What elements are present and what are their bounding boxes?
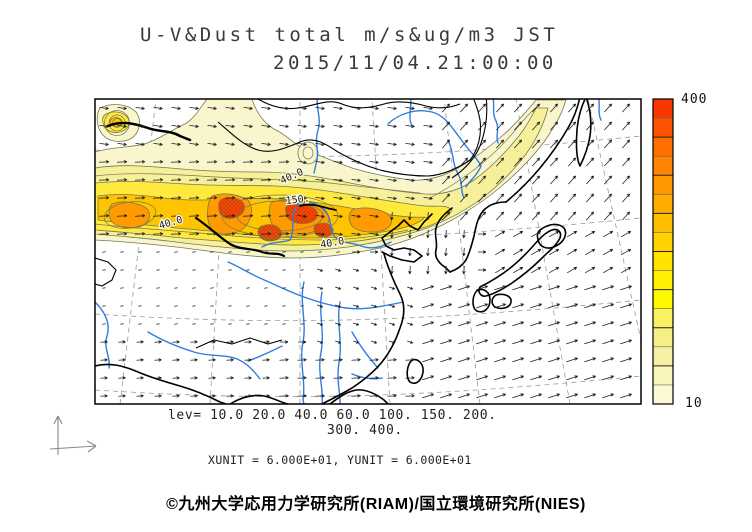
- river: [598, 99, 602, 121]
- river: [409, 99, 413, 127]
- colorbar-max-label: 400: [681, 92, 708, 107]
- coast-china-east: [321, 253, 405, 404]
- river-indus: [95, 301, 111, 369]
- colorbar-segment: [653, 156, 673, 176]
- colorbar-segment: [653, 175, 673, 195]
- river-yellow: [261, 200, 392, 249]
- credit-line: ©九州大学応用力学研究所(RIAM)/国立環境研究所(NIES): [166, 496, 586, 513]
- coast-indochina: [329, 389, 389, 404]
- river: [492, 99, 499, 144]
- colorbar-segment: [653, 251, 673, 272]
- colorbar-segment: [653, 270, 673, 291]
- coast-primorye: [505, 99, 581, 203]
- dust-level-200-core: [285, 203, 318, 224]
- coast-korea-east: [449, 201, 507, 273]
- river-pearl: [351, 373, 383, 380]
- dust-level-100: [348, 207, 392, 233]
- river: [351, 331, 379, 369]
- coast-taiwan: [406, 358, 424, 385]
- coast-hokkaido: [536, 223, 567, 249]
- river: [247, 345, 283, 362]
- coast-shikoku: [491, 293, 512, 310]
- coast-india: [95, 363, 227, 404]
- mountain-lines: [106, 121, 337, 258]
- colorbar-outline: [652, 98, 674, 405]
- river-yangtze: [227, 261, 404, 310]
- dust-small-ring: [297, 141, 319, 165]
- coastlines: [95, 99, 592, 404]
- colorbar-segment: [653, 327, 673, 348]
- colorbar-segment: [653, 194, 673, 214]
- colorbar-segment: [653, 232, 673, 252]
- coast-korea-west: [434, 207, 453, 273]
- map-frame: [94, 98, 642, 405]
- dust-level-100: [108, 201, 150, 229]
- river: [319, 291, 324, 404]
- river-ganges: [147, 331, 261, 380]
- coast-bohai: [381, 213, 433, 263]
- coast-sakhalin: [575, 99, 592, 167]
- wind-vector-layer: [98, 103, 632, 399]
- x-axis-arrow: [49, 440, 97, 453]
- colorbar-min-label: 10: [685, 396, 703, 411]
- river-amur: [387, 110, 482, 188]
- colorbar-segment: [653, 213, 673, 233]
- map-content: 40.0 150. 40.0 40.0: [95, 99, 641, 404]
- river: [313, 99, 320, 174]
- vector-units-line: XUNIT = 6.000E+01, YUNIT = 6.000E+01: [208, 453, 472, 467]
- dust-shading: [95, 99, 567, 259]
- river: [337, 301, 341, 404]
- colorbar-segment: [653, 346, 673, 367]
- national-borders: [95, 99, 488, 349]
- contour-levels-line1: lev= 10.0 20.0 40.0 60.0 100. 150. 200.: [168, 408, 497, 423]
- coast-kyushu: [472, 288, 491, 313]
- colorbar-segment: [653, 118, 673, 138]
- colorbar: [652, 98, 674, 405]
- colorbar-segment: [653, 308, 673, 329]
- colorbar-segment: [653, 289, 673, 310]
- axis-arrows: [49, 415, 97, 455]
- colorbar-segment: [653, 384, 673, 405]
- coast-honshu: [478, 228, 562, 297]
- colorbar-segment: [653, 137, 673, 157]
- figure-timestamp: 2015/11/04.21:00:00: [273, 52, 557, 74]
- colorbar-segment: [653, 99, 673, 119]
- contour-label: 150.: [285, 194, 310, 207]
- wind-arrows: [98, 103, 632, 399]
- contour-levels-line2: 300. 400.: [327, 423, 403, 438]
- figure-title: U-V&Dust total m/s&ug/m3 JST: [140, 24, 559, 46]
- colorbar-segment: [653, 365, 673, 386]
